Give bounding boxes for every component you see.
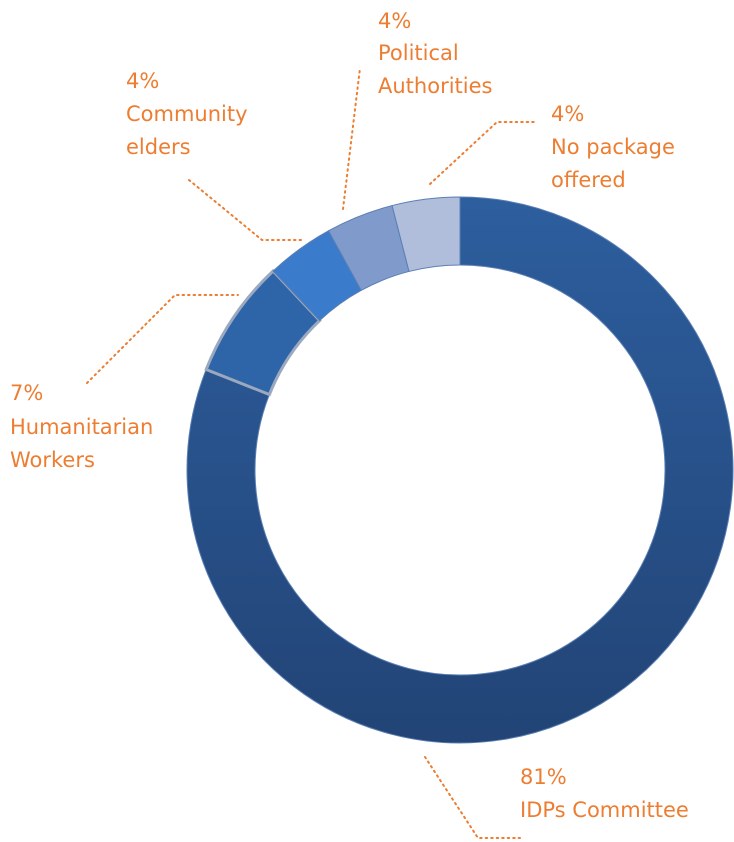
label-political-authorities-percent: 4% [378,9,411,33]
slice-no-package-offered [391,196,461,273]
label-no-package-name-line1: No package [551,135,675,159]
leader-lines [86,67,538,839]
leader-line-community-elders [188,179,306,241]
label-humanitarian-workers-percent: 7% [10,381,43,405]
label-no-package: 4% No package offered [551,102,682,192]
label-no-package-percent: 4% [551,102,584,126]
label-humanitarian-workers: 7% Humanitarian Workers [10,381,160,472]
label-idps-committee-name: IDPs Committee [520,798,689,822]
slice-idps-committee [186,196,734,744]
slice-labels: 81% IDPs Committee 7% Humanitarian Worke… [10,9,689,822]
label-humanitarian-workers-name-line1: Humanitarian [10,415,153,439]
label-political-authorities: 4% Political Authorities [378,9,492,98]
leader-line-political-authorities [342,67,361,210]
label-community-elders-name-line1: Community [126,102,248,126]
label-no-package-name-line2: offered [551,168,626,192]
donut-slices [186,196,734,744]
label-political-authorities-name-line2: Authorities [378,74,492,98]
leader-line-humanitarian-workers [86,294,239,384]
label-idps-committee: 81% IDPs Committee [520,765,689,822]
label-humanitarian-workers-name-line2: Workers [10,448,95,472]
label-community-elders-name-line2: elders [126,135,191,159]
label-community-elders: 4% Community elders [126,69,254,159]
label-political-authorities-name-line1: Political [378,41,459,65]
label-idps-committee-percent: 81% [520,765,567,789]
leader-line-no-package [429,121,538,185]
label-community-elders-percent: 4% [126,69,159,93]
leader-line-idps-committee [424,756,521,839]
